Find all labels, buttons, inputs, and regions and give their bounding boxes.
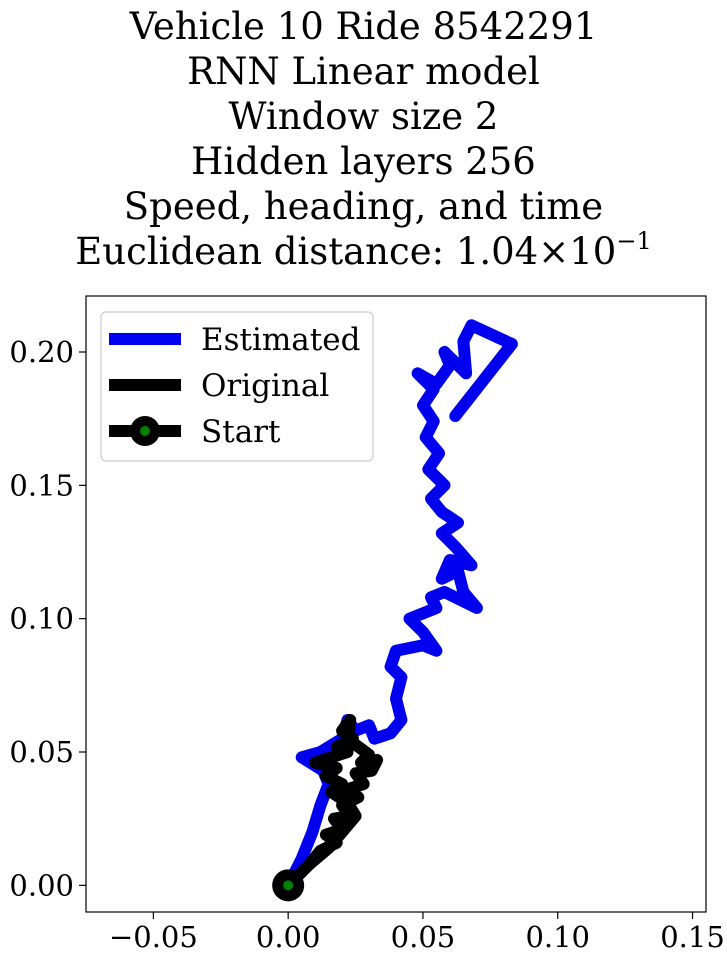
metric-times: × bbox=[538, 230, 570, 273]
y-tick-label: 0.05 bbox=[9, 735, 74, 769]
title-line-2: RNN Linear model bbox=[187, 50, 540, 93]
metric-base: 10 bbox=[569, 230, 617, 273]
legend-label-estimated: Estimated bbox=[201, 322, 360, 358]
y-tick-label: 0.00 bbox=[9, 868, 74, 902]
title-line-3: Window size 2 bbox=[228, 95, 499, 138]
axes-frame bbox=[85, 295, 707, 913]
x-tick-label: −0.05 bbox=[109, 920, 198, 954]
title-metric-line: Euclidean distance: 1.04×10−1 bbox=[0, 229, 727, 274]
legend-label-start: Start bbox=[201, 414, 281, 450]
y-tick-label: 0.15 bbox=[9, 468, 74, 502]
y-tick-label: 0.20 bbox=[9, 335, 74, 369]
title-line-1: Vehicle 10 Ride 8542291 bbox=[129, 5, 598, 48]
series-layer bbox=[272, 319, 518, 902]
series-original-line bbox=[282, 714, 384, 892]
chart-title: Vehicle 10 Ride 8542291 RNN Linear model… bbox=[0, 4, 727, 274]
start-marker-center bbox=[283, 880, 294, 891]
metric-exponent: −1 bbox=[616, 227, 652, 255]
title-line-4: Hidden layers 256 bbox=[191, 140, 536, 183]
x-tick-label: 0.10 bbox=[525, 920, 590, 954]
metric-mantissa: 1.04 bbox=[455, 230, 539, 273]
x-tick-label: 0.05 bbox=[391, 920, 456, 954]
y-tick-label: 0.10 bbox=[9, 602, 74, 636]
legend-box bbox=[100, 311, 374, 462]
metric-label: Euclidean distance: bbox=[75, 230, 456, 273]
legend-marker-start-center bbox=[140, 426, 150, 436]
ticks-layer: −0.05 0.00 0.05 0.10 0.15 0.00 0.05 0.10 0.15 0.2… bbox=[9, 335, 724, 954]
legend-label-original: Original bbox=[201, 368, 329, 404]
x-tick-label: 0.15 bbox=[660, 920, 725, 954]
x-tick-label: 0.00 bbox=[256, 920, 321, 954]
title-line-5: Speed, heading, and time bbox=[123, 185, 604, 228]
legend: Estimated Original Start bbox=[100, 311, 374, 462]
